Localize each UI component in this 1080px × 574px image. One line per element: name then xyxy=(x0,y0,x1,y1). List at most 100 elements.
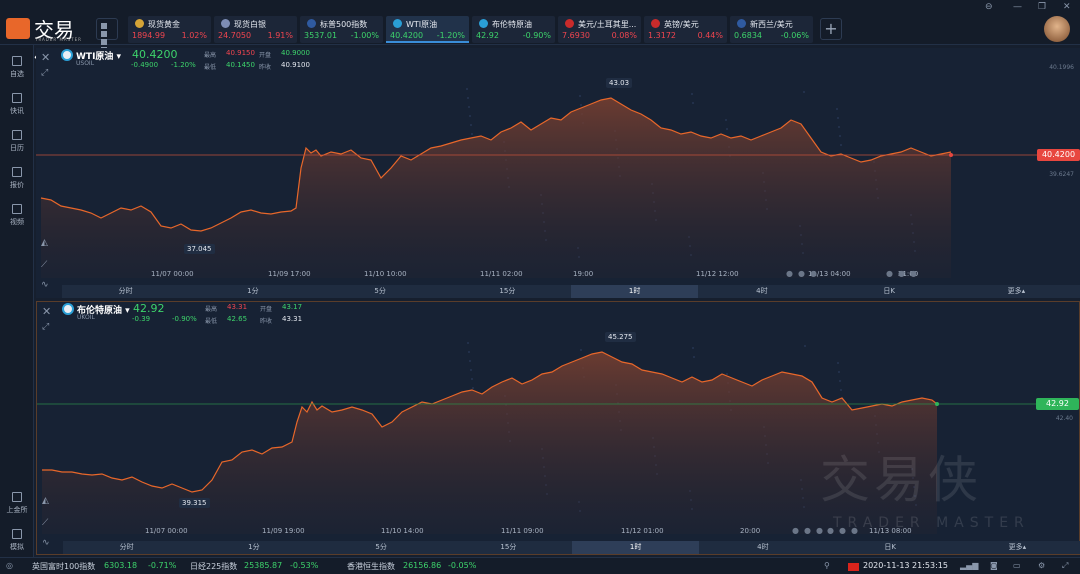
ticker-card[interactable]: 布伦特原油 42.92 -0.90% xyxy=(472,16,555,43)
star-icon xyxy=(12,56,22,66)
ticker-name: 现货黄金 xyxy=(148,20,180,29)
max-price-label: 45.275 xyxy=(605,332,636,342)
instrument-header: ✕ WTI原油 ▾ USOIL 40.4200 -0.4900 -1.20% 最高 40.91… xyxy=(36,48,356,76)
settings-icon[interactable]: ⚙ xyxy=(1038,561,1046,570)
tab-timeframe[interactable]: 1时 xyxy=(571,285,699,298)
ticker-card[interactable]: 现货白银 24.7050 1.91% xyxy=(214,16,297,43)
tab-timeframe[interactable]: 日K xyxy=(883,287,895,295)
logo-subtext: TRADER MASTER xyxy=(35,37,82,42)
time-tick-label: 11/11 02:00 xyxy=(480,270,523,278)
chart-panel-brent: ✕ 布伦特原油 ▾ UKOIL 42.92 -0.39 -0.90% 最高 43.31 开盘 43… xyxy=(36,301,1080,555)
event-markers[interactable]: ●●● xyxy=(786,269,822,278)
time-tick-label: 11/13 04:00 xyxy=(808,270,851,278)
calendar-icon xyxy=(12,130,22,140)
low-label: 最低 xyxy=(204,64,217,71)
add-ticker-button[interactable]: + xyxy=(820,18,842,40)
index-name[interactable]: 英国富时100指数 xyxy=(32,562,96,571)
instrument-name[interactable]: WTI原油 ▾ xyxy=(76,52,122,62)
link-icon[interactable]: ⚲ xyxy=(824,561,830,570)
price-chart[interactable] xyxy=(36,48,1080,298)
flag-icon xyxy=(737,19,746,28)
headset-icon[interactable]: ◎ xyxy=(6,561,13,570)
ticker-change: 0.44% xyxy=(697,31,723,40)
maximize-button[interactable]: ❐ xyxy=(1038,2,1047,12)
price-change: -0.39 xyxy=(132,315,151,323)
flag-icon xyxy=(479,19,488,28)
camera-icon[interactable]: ◙ xyxy=(990,561,998,570)
mountain-chart-icon[interactable]: ◭ xyxy=(42,496,49,506)
tab-timeframe[interactable]: 5分 xyxy=(374,287,386,295)
close-panel-icon[interactable]: ✕ xyxy=(41,51,51,64)
draw-tool-icon[interactable]: ⟋ xyxy=(42,518,49,528)
sidebar-item-quotes[interactable]: 报价 xyxy=(0,167,34,197)
sidebar-item-news[interactable]: 快讯 xyxy=(0,93,34,123)
close-button[interactable]: ✕ xyxy=(1063,2,1071,12)
time-tick-label: 11/13 08:00 xyxy=(869,527,912,535)
pin-icon[interactable]: ⊖ xyxy=(985,2,993,12)
wallet-icon xyxy=(12,529,22,539)
mountain-chart-icon[interactable]: ◭ xyxy=(41,238,48,248)
draw-tool-icon[interactable]: ⟋ xyxy=(41,260,48,270)
flag-icon xyxy=(565,19,574,28)
price-chart[interactable] xyxy=(37,302,1080,556)
indicator-icon[interactable]: ∿ xyxy=(42,538,50,548)
open-label: 开盘 xyxy=(259,52,272,59)
price-tag: 40.4200 xyxy=(1037,149,1080,161)
ticker-card[interactable]: 现货黄金 1894.99 1.02% xyxy=(128,16,211,43)
instrument-header: ✕ 布伦特原油 ▾ UKOIL 42.92 -0.39 -0.90% 最高 43.31 开盘 43… xyxy=(37,302,357,330)
index-name[interactable]: 香港恒生指数 xyxy=(347,562,395,571)
tab-timeframe[interactable]: 15分 xyxy=(499,287,516,295)
low-value: 42.65 xyxy=(227,315,248,323)
instrument-name[interactable]: 布伦特原油 ▾ xyxy=(77,306,130,316)
event-markers[interactable]: ●●● xyxy=(886,269,922,278)
ticker-card[interactable]: 英镑/美元 1.3172 0.44% xyxy=(644,16,727,43)
event-markers[interactable]: ●●● xyxy=(792,526,828,535)
ticker-price: 7.6930 xyxy=(562,31,590,40)
ticker-card[interactable]: 美元/土耳其里... 7.6930 0.08% xyxy=(558,16,641,43)
tab-timeframe[interactable]: 1时 xyxy=(572,541,700,554)
fullscreen-icon[interactable]: ⤢ xyxy=(1062,561,1069,570)
index-name[interactable]: 日经225指数 xyxy=(190,562,238,571)
minimize-button[interactable]: — xyxy=(1013,2,1022,12)
index-value: 25385.87 xyxy=(244,561,283,570)
ticker-card[interactable]: 标普500指数 3537.01 -1.00% xyxy=(300,16,383,43)
tab-timeframe[interactable]: 4时 xyxy=(756,287,768,295)
sidebar-item-calendar[interactable]: 日历 xyxy=(0,130,34,160)
low-value: 40.1450 xyxy=(226,61,255,69)
tab-timeframe[interactable]: 分时 xyxy=(119,543,134,551)
tab-timeframe[interactable]: 分时 xyxy=(118,287,133,295)
grid-menu-button[interactable] xyxy=(96,18,118,53)
tab-timeframe[interactable]: 1分 xyxy=(248,543,260,551)
last-price-dot xyxy=(949,153,953,157)
tab-timeframe[interactable]: 15分 xyxy=(500,543,517,551)
tab-timeframe[interactable]: 日K xyxy=(884,543,896,551)
sidebar-item-sge[interactable]: 上金所 xyxy=(0,492,34,522)
tab-timeframe[interactable]: 1分 xyxy=(247,287,259,295)
sidebar-item-video[interactable]: 视频 xyxy=(0,204,34,234)
tab-timeframe[interactable]: 5分 xyxy=(375,543,387,551)
time-tick-label: 11/12 12:00 xyxy=(696,270,739,278)
sidebar-item-watchlist[interactable]: 自选 xyxy=(0,56,34,86)
ticker-card[interactable]: 新西兰/美元 0.6834 -0.06% xyxy=(730,16,813,43)
expand-icon[interactable]: ⤢ xyxy=(42,322,50,332)
time-tick-label: 11/09 19:00 xyxy=(262,527,305,535)
flag-icon xyxy=(307,19,316,28)
ticker-price: 0.6834 xyxy=(734,31,762,40)
ticker-change: 1.02% xyxy=(181,31,207,40)
price-tag: 42.92 xyxy=(1036,398,1079,410)
index-change: -0.05% xyxy=(448,561,477,570)
expand-icon[interactable]: ⤢ xyxy=(41,68,49,78)
indicator-icon[interactable]: ∿ xyxy=(41,280,49,290)
event-markers[interactable]: ●●● xyxy=(827,526,863,535)
high-value: 43.31 xyxy=(227,303,248,311)
sidebar-item-simulate[interactable]: 模拟 xyxy=(0,529,34,559)
tab-timeframe[interactable]: 更多▴ xyxy=(1008,543,1027,551)
ticker-change: -0.90% xyxy=(522,31,551,40)
screen-icon[interactable]: ▭ xyxy=(1013,561,1021,570)
user-avatar[interactable] xyxy=(1044,16,1070,42)
price-line xyxy=(42,351,938,493)
tab-timeframe[interactable]: 更多▴ xyxy=(1007,287,1026,295)
tab-timeframe[interactable]: 4时 xyxy=(757,543,769,551)
ticker-card[interactable]: WTI原油 40.4200 -1.20% xyxy=(386,16,469,43)
close-panel-icon[interactable]: ✕ xyxy=(42,305,52,318)
